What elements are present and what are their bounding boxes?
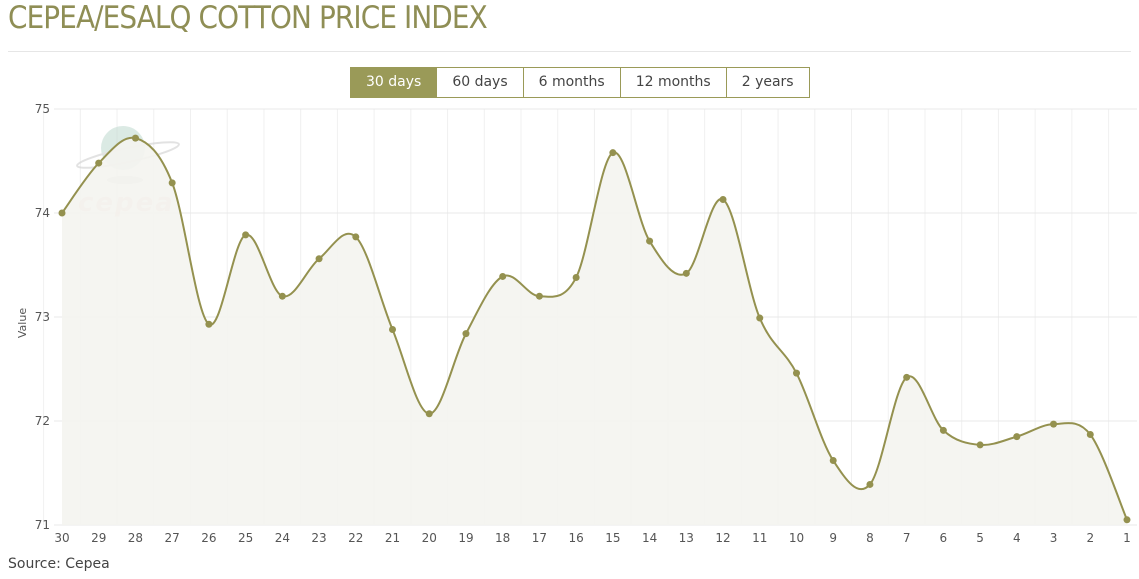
data-point[interactable] <box>756 314 764 322</box>
range-12-months[interactable]: 12 months <box>619 68 726 97</box>
x-tick-label: 24 <box>275 531 290 545</box>
y-axis-title: Value <box>16 308 29 338</box>
data-point[interactable] <box>1050 420 1058 428</box>
x-tick-label: 5 <box>976 531 984 545</box>
range-selector: 30 days 60 days 6 months 12 months 2 yea… <box>350 67 810 98</box>
x-tick-label: 4 <box>1013 531 1021 545</box>
y-tick-label: 74 <box>35 206 50 220</box>
data-point[interactable] <box>205 320 213 328</box>
divider <box>8 51 1131 52</box>
data-point[interactable] <box>682 269 690 277</box>
data-point[interactable] <box>792 369 800 377</box>
data-point[interactable] <box>499 272 507 280</box>
x-tick-label: 20 <box>422 531 437 545</box>
x-tick-label: 6 <box>940 531 948 545</box>
x-tick-label: 28 <box>128 531 143 545</box>
data-point[interactable] <box>131 134 139 142</box>
data-point[interactable] <box>976 441 984 449</box>
x-tick-label: 3 <box>1050 531 1058 545</box>
x-tick-label: 12 <box>715 531 730 545</box>
series-line <box>61 136 1128 521</box>
data-point[interactable] <box>95 159 103 167</box>
x-tick-label: 22 <box>348 531 363 545</box>
x-tick-label: 8 <box>866 531 874 545</box>
x-tick-label: 15 <box>605 531 620 545</box>
data-point[interactable] <box>719 195 727 203</box>
x-tick-label: 30 <box>54 531 69 545</box>
x-tick-label: 7 <box>903 531 911 545</box>
x-tick-label: 18 <box>495 531 510 545</box>
data-point[interactable] <box>572 273 580 281</box>
range-60-days[interactable]: 60 days <box>436 68 522 97</box>
x-tick-label: 14 <box>642 531 657 545</box>
data-point[interactable] <box>1013 433 1021 441</box>
data-point[interactable] <box>866 480 874 488</box>
x-tick-label: 27 <box>165 531 180 545</box>
data-point[interactable] <box>1086 431 1094 439</box>
data-point[interactable] <box>58 209 66 217</box>
data-point[interactable] <box>829 457 837 465</box>
x-tick-label: 9 <box>829 531 837 545</box>
x-tick-label: 25 <box>238 531 253 545</box>
area-fill <box>62 137 1127 525</box>
range-2-years[interactable]: 2 years <box>725 68 809 97</box>
data-point[interactable] <box>425 410 433 418</box>
data-point[interactable] <box>352 233 360 241</box>
x-tick-label: 2 <box>1086 531 1094 545</box>
y-tick-label: 72 <box>35 414 50 428</box>
y-tick-label: 73 <box>35 310 50 324</box>
x-tick-label: 17 <box>532 531 547 545</box>
data-point[interactable] <box>939 426 947 434</box>
data-point[interactable] <box>609 149 617 157</box>
x-tick-label: 26 <box>201 531 216 545</box>
data-point[interactable] <box>242 231 250 239</box>
data-point[interactable] <box>535 292 543 300</box>
data-point[interactable] <box>278 292 286 300</box>
data-point[interactable] <box>462 330 470 338</box>
x-tick-label: 29 <box>91 531 106 545</box>
x-tick-label: 11 <box>752 531 767 545</box>
page-title: CEPEA/ESALQ COTTON PRICE INDEX <box>8 0 488 36</box>
x-tick-label: 21 <box>385 531 400 545</box>
y-tick-label: 71 <box>35 518 50 532</box>
range-30-days[interactable]: 30 days <box>351 68 437 97</box>
x-tick-label: 19 <box>458 531 473 545</box>
y-tick-label: 75 <box>35 102 50 116</box>
x-tick-label: 23 <box>311 531 326 545</box>
x-tick-label: 13 <box>679 531 694 545</box>
data-point[interactable] <box>903 373 911 381</box>
data-point[interactable] <box>646 237 654 245</box>
x-tick-label: 1 <box>1123 531 1131 545</box>
range-6-months[interactable]: 6 months <box>522 68 620 97</box>
data-point[interactable] <box>315 255 323 263</box>
data-point[interactable] <box>389 325 397 333</box>
data-point[interactable] <box>1123 516 1131 524</box>
source-note: Source: Cepea <box>8 556 110 572</box>
x-tick-label: 10 <box>789 531 804 545</box>
data-point[interactable] <box>168 179 176 187</box>
x-tick-label: 16 <box>568 531 583 545</box>
